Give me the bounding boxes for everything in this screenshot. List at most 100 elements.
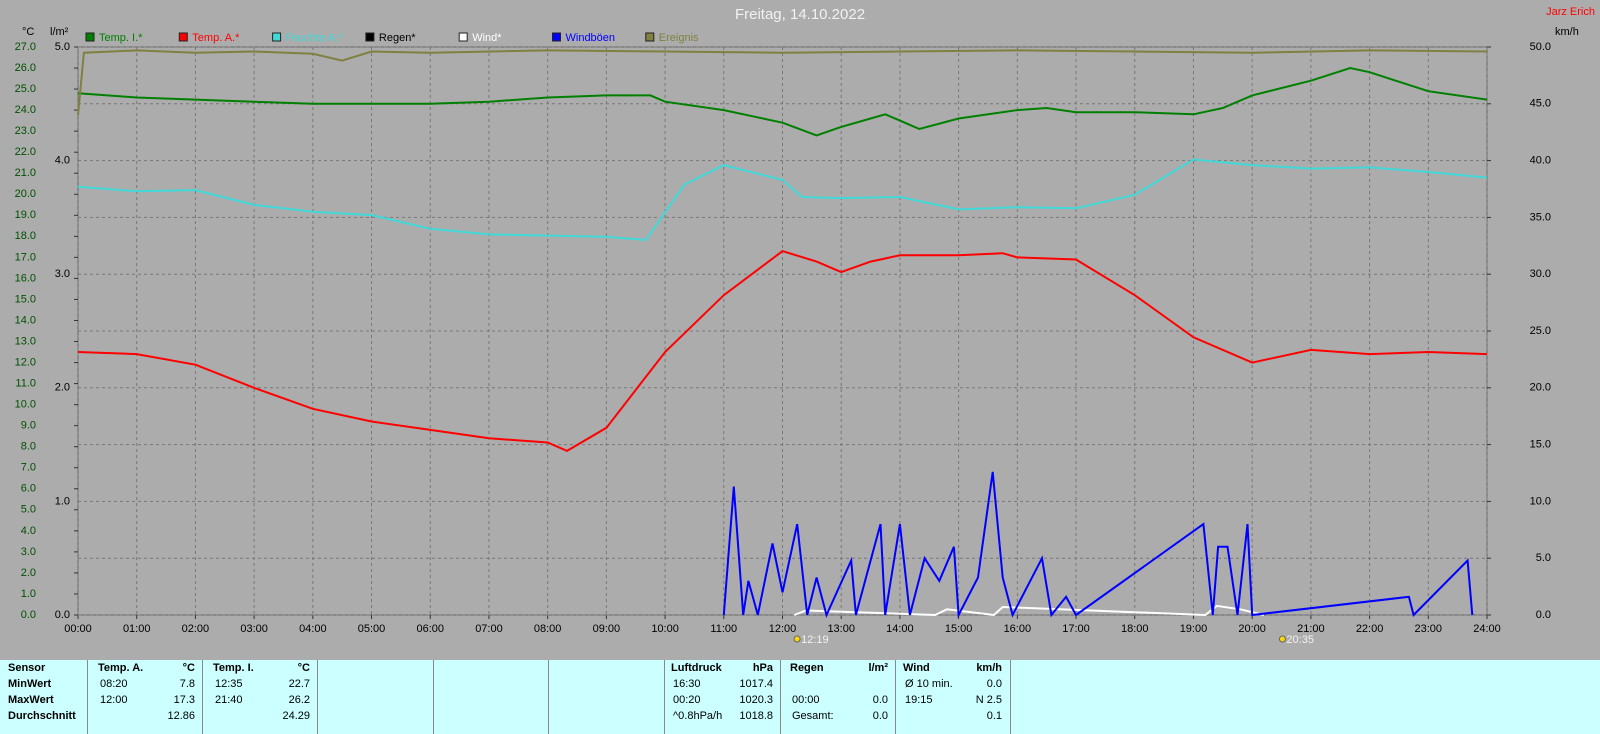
y-tick-label: 9.0 [21,420,36,432]
table-cell: ^0.8hPa/h [673,710,723,722]
x-tick-label: 00:00 [64,623,92,635]
table-cell: 7.8 [179,678,195,690]
table-cell: 12:35 [215,678,243,690]
table-cell: °C [297,662,310,674]
x-tick-label: 15:00 [945,623,973,635]
series-line [722,471,1474,619]
y-tick-label: 10.0 [15,399,36,411]
table-cell: 16:30 [673,678,701,690]
x-tick-label: 12:00 [769,623,797,635]
table-cell: 0.0 [872,710,888,722]
y3-tick-label: 1.0 [55,495,70,507]
y-tick-label: 0.0 [21,609,36,621]
legend-swatch [645,32,655,42]
legend-swatch [365,32,375,42]
x-tick-label: 06:00 [416,623,444,635]
y-tick-label: 20.0 [15,188,36,200]
table-cell: 12:00 [100,694,128,706]
y2-tick-label: 40.0 [1530,155,1551,167]
y-tick-label: 8.0 [21,441,36,453]
table-cell: hPa [752,662,773,674]
table-divider [317,660,318,734]
x-tick-label: 11:00 [710,623,737,635]
table-divider [664,660,665,734]
y-tick-label: 13.0 [15,335,36,347]
table-cell: °C [182,662,195,674]
x-tick-label: 14:00 [886,623,914,635]
y-tick-label: 26.0 [15,62,36,74]
table-cell: N 2.5 [975,694,1002,706]
x-tick-label: 24:00 [1473,623,1501,635]
x-tick-label: 07:00 [475,623,503,635]
y-tick-label: 18.0 [15,230,36,242]
y2-tick-label: 10.0 [1530,495,1551,507]
y-tick-label: 22.0 [15,146,36,158]
y2-axis-unit: km/h [1555,26,1579,38]
y-tick-label: 15.0 [15,293,36,305]
x-tick-label: 22:00 [1356,623,1384,635]
x-tick-label: 13:00 [827,623,855,635]
legend-label: Feuchte A.* [286,32,344,44]
table-cell: Temp. I. [213,662,254,674]
y3-tick-label: 5.0 [55,41,70,53]
legend-label: Wind* [472,32,502,44]
y2-tick-label: 20.0 [1530,382,1551,394]
table-cell: Regen [790,662,824,674]
x-tick-label: 02:00 [182,623,210,635]
x-tick-label: 01:00 [123,623,151,635]
table-cell: 26.2 [288,694,310,706]
y-tick-label: 2.0 [21,567,36,579]
table-divider [433,660,434,734]
x-tick-label: 09:00 [593,623,621,635]
y-axis-unit: °C [22,26,34,38]
table-divider [895,660,896,734]
y-tick-label: 6.0 [21,483,36,495]
x-tick-label: 21:00 [1297,623,1325,635]
legend-swatch [458,32,468,42]
annotation-icon [1278,635,1286,643]
y-tick-label: 19.0 [15,209,36,221]
table-cell: l/m² [868,662,888,674]
chart-title: Freitag, 14.10.2022 [735,6,865,23]
legend-label: Temp. A.* [192,32,240,44]
legend-label: Temp. I.* [99,32,143,44]
series-line [77,158,1488,242]
table-cell: 00:00 [792,694,820,706]
x-tick-label: 03:00 [240,623,268,635]
legend-swatch [178,32,188,42]
y-tick-label: 24.0 [15,104,36,116]
x-tick-label: 08:00 [534,623,562,635]
y2-tick-label: 15.0 [1530,439,1551,451]
series-line [77,249,1488,453]
table-cell: MinWert [8,678,52,690]
x-tick-label: 04:00 [299,623,327,635]
table-cell: Ø 10 min. [905,678,953,690]
y2-tick-label: 0.0 [1536,609,1551,621]
table-divider [202,660,203,734]
y3-tick-label: 3.0 [55,268,70,280]
y-tick-label: 5.0 [21,504,36,516]
table-cell: 08:20 [100,678,128,690]
table-divider [87,660,88,734]
table-divider [548,660,549,734]
annotation: 12:19 [801,634,829,646]
y-tick-label: 11.0 [15,377,36,389]
table-cell: km/h [976,662,1002,674]
x-tick-label: 18:00 [1121,623,1149,635]
y-tick-label: 16.0 [15,272,36,284]
series-line [793,604,1265,617]
y2-tick-label: 25.0 [1530,325,1551,337]
table-cell: 0.0 [872,694,888,706]
table-cell: Sensor [8,662,46,674]
y-tick-label: 23.0 [15,125,36,137]
x-tick-label: 23:00 [1415,623,1443,635]
annotation: 20:35 [1286,634,1314,646]
y2-tick-label: 35.0 [1530,211,1551,223]
x-tick-label: 20:00 [1238,623,1266,635]
x-tick-label: 16:00 [1004,623,1032,635]
table-cell: 21:40 [215,694,243,706]
y-tick-label: 3.0 [21,546,36,558]
legend-label: Ereignis [659,32,699,44]
table-cell: 1018.8 [739,710,773,722]
